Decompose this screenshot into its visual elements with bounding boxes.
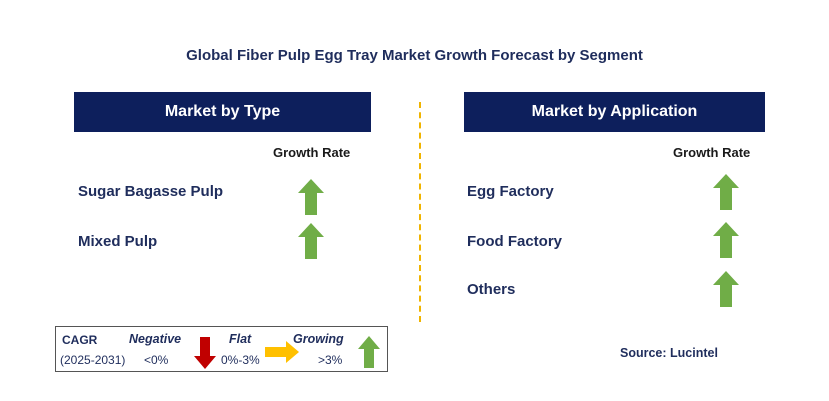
type-row-mixed-pulp: Mixed Pulp	[78, 233, 158, 250]
up-arrow-icon	[298, 179, 324, 215]
panel-divider	[419, 102, 421, 322]
legend-growing-range: >3%	[318, 353, 343, 367]
market-by-type-header: Market by Type	[74, 92, 371, 132]
up-arrow-icon	[358, 336, 380, 368]
application-row-food-factory: Food Factory	[467, 233, 563, 250]
legend-negative-range: <0%	[144, 353, 169, 367]
legend-cagr-label: CAGR	[62, 333, 98, 347]
market-by-application-header: Market by Application	[464, 92, 765, 132]
up-arrow-icon	[298, 223, 324, 259]
legend-growing-label: Growing	[293, 332, 344, 346]
type-growth-rate-label: Growth Rate	[273, 145, 351, 160]
legend-negative-label: Negative	[129, 332, 182, 346]
type-row-sugar-bagasse-pulp: Sugar Bagasse Pulp	[78, 183, 224, 200]
up-arrow-icon	[713, 222, 739, 258]
right-arrow-icon	[265, 341, 299, 363]
legend-flat-range: 0%-3%	[221, 353, 260, 367]
up-arrow-icon	[713, 174, 739, 210]
down-arrow-icon	[194, 337, 216, 369]
source-label: Source: Lucintel	[620, 346, 718, 360]
application-row-egg-factory: Egg Factory	[467, 183, 554, 200]
up-arrow-icon	[713, 271, 739, 307]
legend-flat-label: Flat	[229, 332, 252, 346]
application-row-others: Others	[467, 281, 516, 298]
application-growth-rate-label: Growth Rate	[673, 145, 751, 160]
cagr-legend: CAGR (2025-2031) Negative <0% Flat 0%-3%…	[55, 326, 388, 372]
legend-period: (2025-2031)	[60, 353, 126, 367]
page-title: Global Fiber Pulp Egg Tray Market Growth…	[186, 47, 643, 64]
